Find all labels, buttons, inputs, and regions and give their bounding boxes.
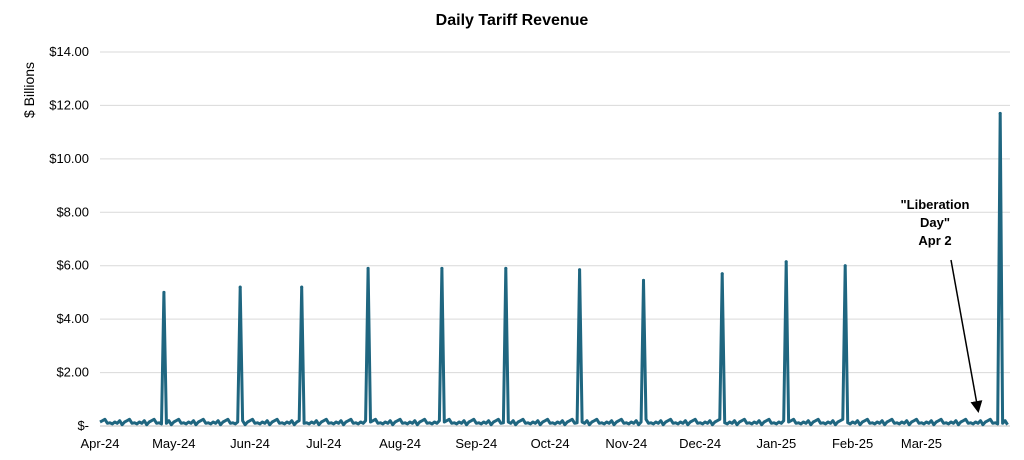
y-tick-label: $14.00	[49, 44, 89, 59]
x-tick-label: Feb-25	[832, 436, 873, 451]
spike-point	[300, 285, 304, 289]
spike-point	[504, 266, 508, 270]
x-tick-label: Sep-24	[455, 436, 497, 451]
spike-point	[162, 290, 166, 294]
chart-title: Daily Tariff Revenue	[435, 12, 589, 29]
x-tick-label: Dec-24	[679, 436, 721, 451]
y-tick-label: $12.00	[49, 97, 89, 112]
x-tick-label: Mar-25	[901, 436, 942, 451]
revenue-line	[99, 111, 1009, 427]
y-tick-label: $-	[77, 418, 89, 433]
annotation-line-1: "Liberation	[900, 197, 970, 212]
x-tick-label: Jul-24	[306, 436, 341, 451]
y-tick-label: $10.00	[49, 151, 89, 166]
spike-point	[843, 264, 847, 268]
annotation-arrow	[950, 259, 983, 413]
spike-point	[578, 268, 582, 272]
y-tick-label: $2.00	[56, 365, 89, 380]
spike-point	[440, 266, 444, 270]
x-tick-label: Apr-24	[80, 436, 119, 451]
x-tick-label: Jun-24	[230, 436, 270, 451]
spike-point	[784, 260, 788, 264]
spike-point	[720, 272, 724, 276]
annotation-line-3: Apr 2	[918, 233, 952, 248]
x-tick-label: Aug-24	[379, 436, 421, 451]
y-tick-label: $8.00	[56, 204, 89, 219]
x-tick-label: Oct-24	[531, 436, 570, 451]
y-tick-label: $4.00	[56, 311, 89, 326]
x-tick-label: Nov-24	[605, 436, 647, 451]
x-tick-label: May-24	[152, 436, 195, 451]
liberation-day-annotation: "Liberation Day" Apr 2	[890, 196, 980, 250]
annotation-line-2: Day"	[919, 215, 950, 230]
y-tick-label: $6.00	[56, 258, 89, 273]
spike-point	[998, 111, 1002, 115]
x-tick-label: Jan-25	[756, 436, 796, 451]
spike-point	[238, 285, 242, 289]
spike-point	[366, 266, 370, 270]
spike-point	[642, 278, 646, 282]
